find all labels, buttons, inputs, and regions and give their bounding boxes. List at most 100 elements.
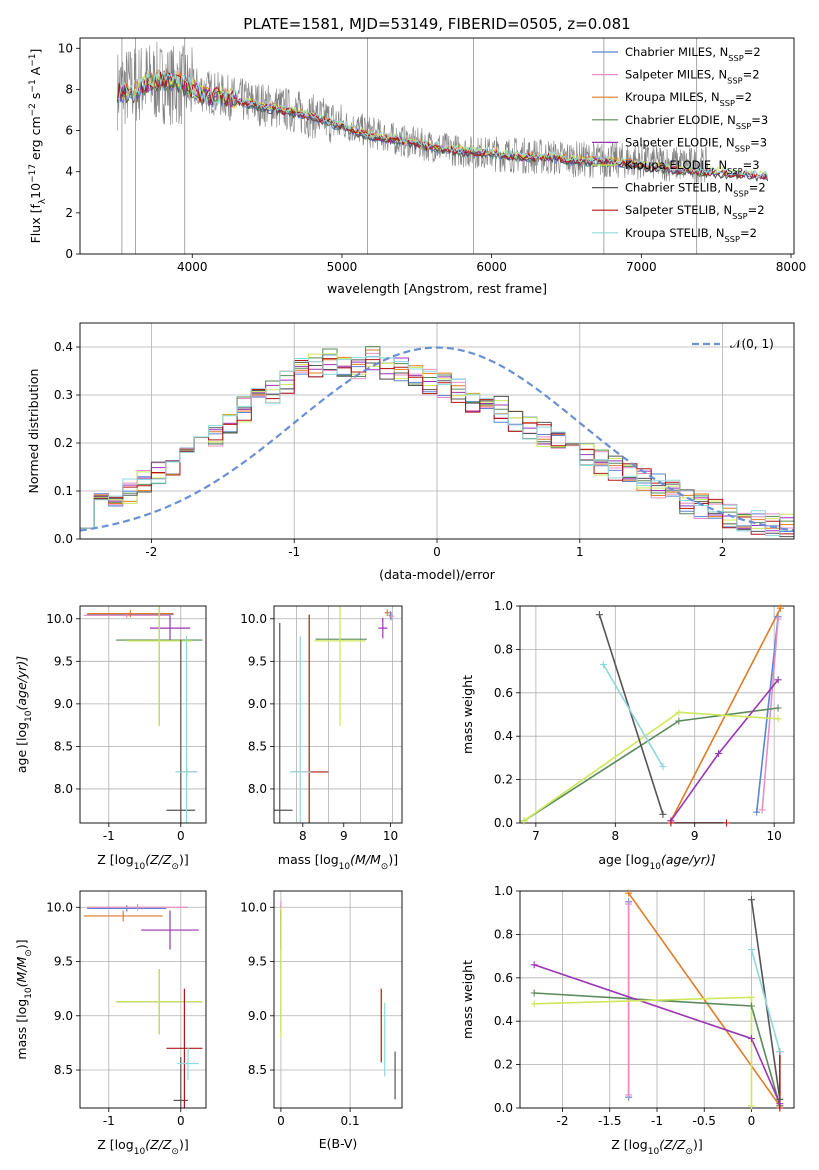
y-axis-label-part: (age/yr)] bbox=[14, 656, 29, 711]
axes-frame bbox=[519, 605, 795, 824]
x-axis-label-part: ⊙ bbox=[685, 1147, 693, 1157]
y-tick-label: 0.6 bbox=[494, 971, 513, 985]
x-tick-label: -1 bbox=[288, 545, 300, 559]
weight-marker bbox=[715, 750, 723, 758]
x-tick-label: 4000 bbox=[177, 260, 208, 274]
panel-mass-vs-Z: -1 08.59.09.510.0Z [log10(Z/Z⊙)]mass [log… bbox=[14, 890, 207, 1157]
weight-marker bbox=[675, 708, 683, 716]
x-axis-label-part: (Z/Z bbox=[145, 1137, 172, 1152]
y-axis-label-part: ] bbox=[28, 49, 43, 54]
x-tick-label: -1 bbox=[651, 1114, 663, 1128]
weight-marker bbox=[776, 604, 784, 612]
weight-marker bbox=[747, 896, 755, 904]
legend-entry-part: Kroupa ELODIE, N bbox=[625, 158, 727, 172]
x-tick-label: 10 bbox=[767, 829, 782, 843]
panel-spectrum: 4000 5000 6000 7000 8000 0 2 4 6 8 10 PLATE=1581, M… bbox=[28, 15, 806, 296]
x-tick-label: 0 bbox=[433, 545, 441, 559]
weight-marker bbox=[747, 993, 755, 1001]
legend-entry-part: Salpeter MILES, N bbox=[625, 68, 727, 82]
weight-marker bbox=[530, 1000, 538, 1008]
legend-entry-part: SSP bbox=[735, 143, 750, 153]
x-tick-label: 9 bbox=[340, 829, 348, 843]
x-axis-label-part: )] bbox=[179, 852, 189, 867]
y-tick-label: 0.4 bbox=[494, 1014, 513, 1028]
y-axis-label-part: mass [log bbox=[14, 999, 29, 1060]
x-tick-label: 0 bbox=[177, 829, 185, 843]
y-tick-label: 9.5 bbox=[54, 955, 73, 969]
x-tick-label: 7 bbox=[532, 829, 540, 843]
weight-marker bbox=[747, 1102, 755, 1110]
legend-entry: Chabrier STELIB, NSSP=2 bbox=[625, 181, 766, 199]
weight-marker bbox=[625, 900, 633, 908]
x-axis-label-part: ⊙ bbox=[171, 862, 179, 872]
weight-marker bbox=[675, 717, 683, 725]
y-axis-label-part: A bbox=[28, 66, 43, 79]
y-axis-label-part: (M/M bbox=[14, 957, 29, 988]
y-axis-label-part: Flux [f bbox=[28, 204, 43, 244]
x-axis-label-part: ⊙ bbox=[381, 862, 389, 872]
weight-line bbox=[523, 707, 779, 822]
x-tick-label: 8000 bbox=[776, 260, 807, 274]
x-axis-label-part: Z [log bbox=[611, 1137, 647, 1152]
axes-frame bbox=[273, 890, 403, 1109]
x-axis-label: age [log10(age/yr)] bbox=[598, 852, 715, 872]
x-axis-label-part: (Z/Z bbox=[145, 852, 172, 867]
weight-line bbox=[750, 949, 781, 1052]
y-tick-label: 10.0 bbox=[240, 900, 267, 914]
y-tick-label: 0.8 bbox=[494, 927, 513, 941]
weight-line bbox=[761, 618, 779, 811]
y-axis-label-part: s bbox=[28, 93, 43, 104]
weight-marker bbox=[659, 763, 667, 771]
y-tick-label: 0.8 bbox=[494, 642, 513, 656]
weight-marker bbox=[530, 989, 538, 997]
y-tick-label: 10.0 bbox=[46, 612, 73, 626]
legend-entry: Salpeter MILES, NSSP=2 bbox=[625, 68, 760, 86]
x-axis-label-part: Z [log bbox=[97, 1137, 133, 1152]
x-axis-label: (data-model)/error bbox=[379, 567, 496, 582]
y-tick-label: 9.5 bbox=[248, 955, 267, 969]
legend-entry-part: Salpeter STELIB, N bbox=[625, 203, 732, 217]
plot-area-mass-weight-vs-Z bbox=[533, 892, 781, 1108]
x-tick-label: -1.5 bbox=[598, 1114, 621, 1128]
x-axis-label: mass [log10(M/M⊙)] bbox=[278, 852, 398, 872]
legend-entry: Salpeter STELIB, NSSP=2 bbox=[625, 203, 765, 221]
y-axis-label-part: 10 bbox=[24, 987, 34, 999]
legend-entry: Kroupa MILES, NSSP=2 bbox=[625, 90, 752, 108]
x-axis-label: Z [log10(Z/Z⊙)] bbox=[97, 852, 188, 872]
x-tick-label: 0 bbox=[748, 1114, 756, 1128]
y-tick-label: 10.0 bbox=[240, 612, 267, 626]
y-tick-label: 8.5 bbox=[54, 739, 73, 753]
weight-marker bbox=[520, 817, 528, 825]
weight-marker bbox=[776, 1104, 784, 1112]
plot-area-mass-vs-ebv bbox=[280, 900, 396, 1100]
x-axis-label-part: (age/yr)] bbox=[661, 852, 716, 867]
chart-title: PLATE=1581, MJD=53149, FIBERID=0505, z=0… bbox=[243, 15, 630, 33]
legend-entry: Kroupa ELODIE, NSSP=3 bbox=[625, 158, 760, 176]
y-tick-label: 8.5 bbox=[248, 1063, 267, 1077]
x-axis-label-part: (M/M bbox=[350, 852, 381, 867]
panel-age-vs-Z: -1 08.08.59.09.510.0Z [log10(Z/Z⊙)]age [l… bbox=[14, 605, 207, 872]
y-tick-label: 8.0 bbox=[248, 782, 267, 796]
y-tick-label: 8.0 bbox=[54, 782, 73, 796]
y-axis-label: mass weight bbox=[460, 960, 475, 1039]
y-tick-label: 9.0 bbox=[54, 1009, 73, 1023]
weight-marker bbox=[530, 961, 538, 969]
x-axis-label-part: Z [log bbox=[97, 852, 133, 867]
y-tick-label: 8.5 bbox=[248, 739, 267, 753]
x-tick-label: 8 bbox=[299, 829, 307, 843]
y-tick-label: 8 bbox=[65, 82, 73, 96]
x-tick-label: -2 bbox=[145, 545, 157, 559]
plot-area-residuals bbox=[80, 346, 794, 538]
axes-frame bbox=[79, 890, 207, 1109]
x-axis-label-part: 10 bbox=[648, 1147, 660, 1157]
legend-entry-part: SSP bbox=[732, 211, 747, 221]
y-axis-label-part: −17 bbox=[28, 164, 38, 183]
y-axis-label-part: age [log bbox=[14, 722, 29, 773]
plot-area-age-vs-Z bbox=[83, 606, 203, 823]
y-tick-label: 0.0 bbox=[54, 532, 73, 546]
weight-line bbox=[755, 616, 779, 813]
y-axis-label-part: 10 bbox=[24, 710, 34, 722]
residual-histogram bbox=[80, 355, 794, 537]
